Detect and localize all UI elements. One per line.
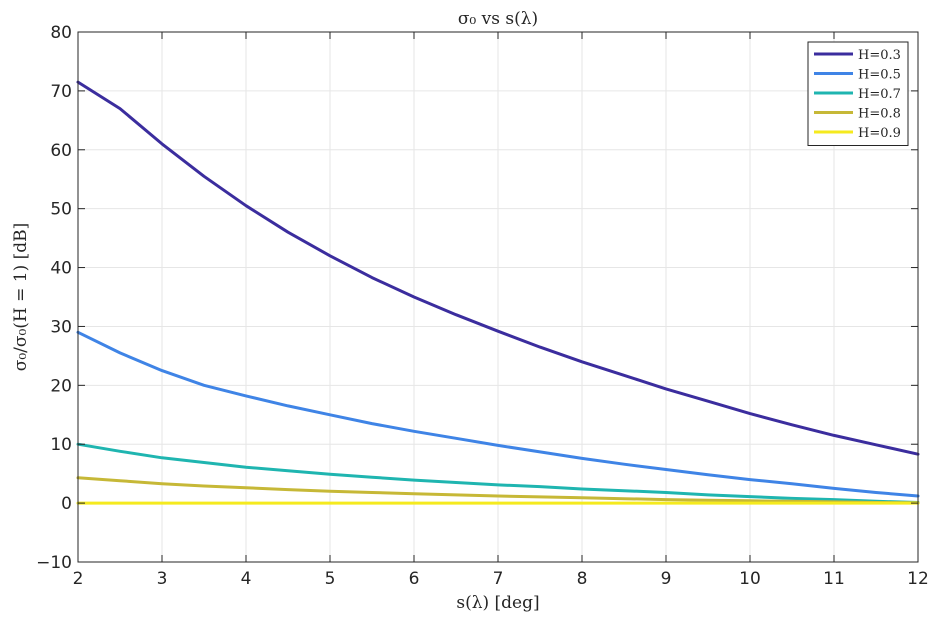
y-tick-label: 30 xyxy=(50,317,72,337)
series-line-h-0-3 xyxy=(76,80,920,456)
y-tick-label: 80 xyxy=(50,23,72,43)
x-tick-label: 7 xyxy=(493,569,504,589)
series-layer xyxy=(76,80,920,505)
legend-label: H=0.5 xyxy=(858,68,901,83)
legend-label: H=0.9 xyxy=(858,126,901,141)
series-line-h-0-8 xyxy=(76,476,920,505)
y-tick-label: 40 xyxy=(50,259,72,279)
series-line-h-0-7 xyxy=(76,442,920,504)
legend-label: H=0.8 xyxy=(858,107,901,122)
x-tick-label: 2 xyxy=(73,569,84,589)
x-tick-label: 5 xyxy=(325,569,336,589)
x-tick-label: 9 xyxy=(661,569,672,589)
x-tick-label: 11 xyxy=(823,569,845,589)
y-tick-label: 0 xyxy=(61,494,72,514)
chart-title: σ₀ vs s(λ) xyxy=(458,9,538,29)
x-tick-label: 12 xyxy=(907,569,929,589)
y-axis-label: σ₀/σ₀(H = 1) [dB] xyxy=(11,223,31,372)
y-axis: −10 0 10 20 30 40 50 60 70 80 xyxy=(36,23,918,573)
x-axis-label: s(λ) [deg] xyxy=(456,593,539,613)
y-tick-label: 70 xyxy=(50,82,72,102)
legend-label: H=0.7 xyxy=(858,87,901,102)
x-tick-label: 8 xyxy=(577,569,588,589)
y-tick-label: 60 xyxy=(50,141,72,161)
y-tick-label: 50 xyxy=(50,200,72,220)
y-tick-label: 10 xyxy=(50,435,72,455)
series-line-h-0-5 xyxy=(76,330,920,498)
x-tick-label: 6 xyxy=(409,569,420,589)
x-tick-label: 3 xyxy=(157,569,168,589)
y-tick-label: −10 xyxy=(36,553,72,573)
legend: H=0.3 H=0.5 H=0.7 H=0.8 H=0.9 xyxy=(807,41,909,146)
y-tick-label: 20 xyxy=(50,376,72,396)
x-tick-label: 10 xyxy=(739,569,761,589)
x-tick-label: 4 xyxy=(241,569,252,589)
legend-label: H=0.3 xyxy=(858,48,901,63)
x-axis: 2 3 4 5 6 7 8 9 10 11 12 xyxy=(73,32,929,589)
